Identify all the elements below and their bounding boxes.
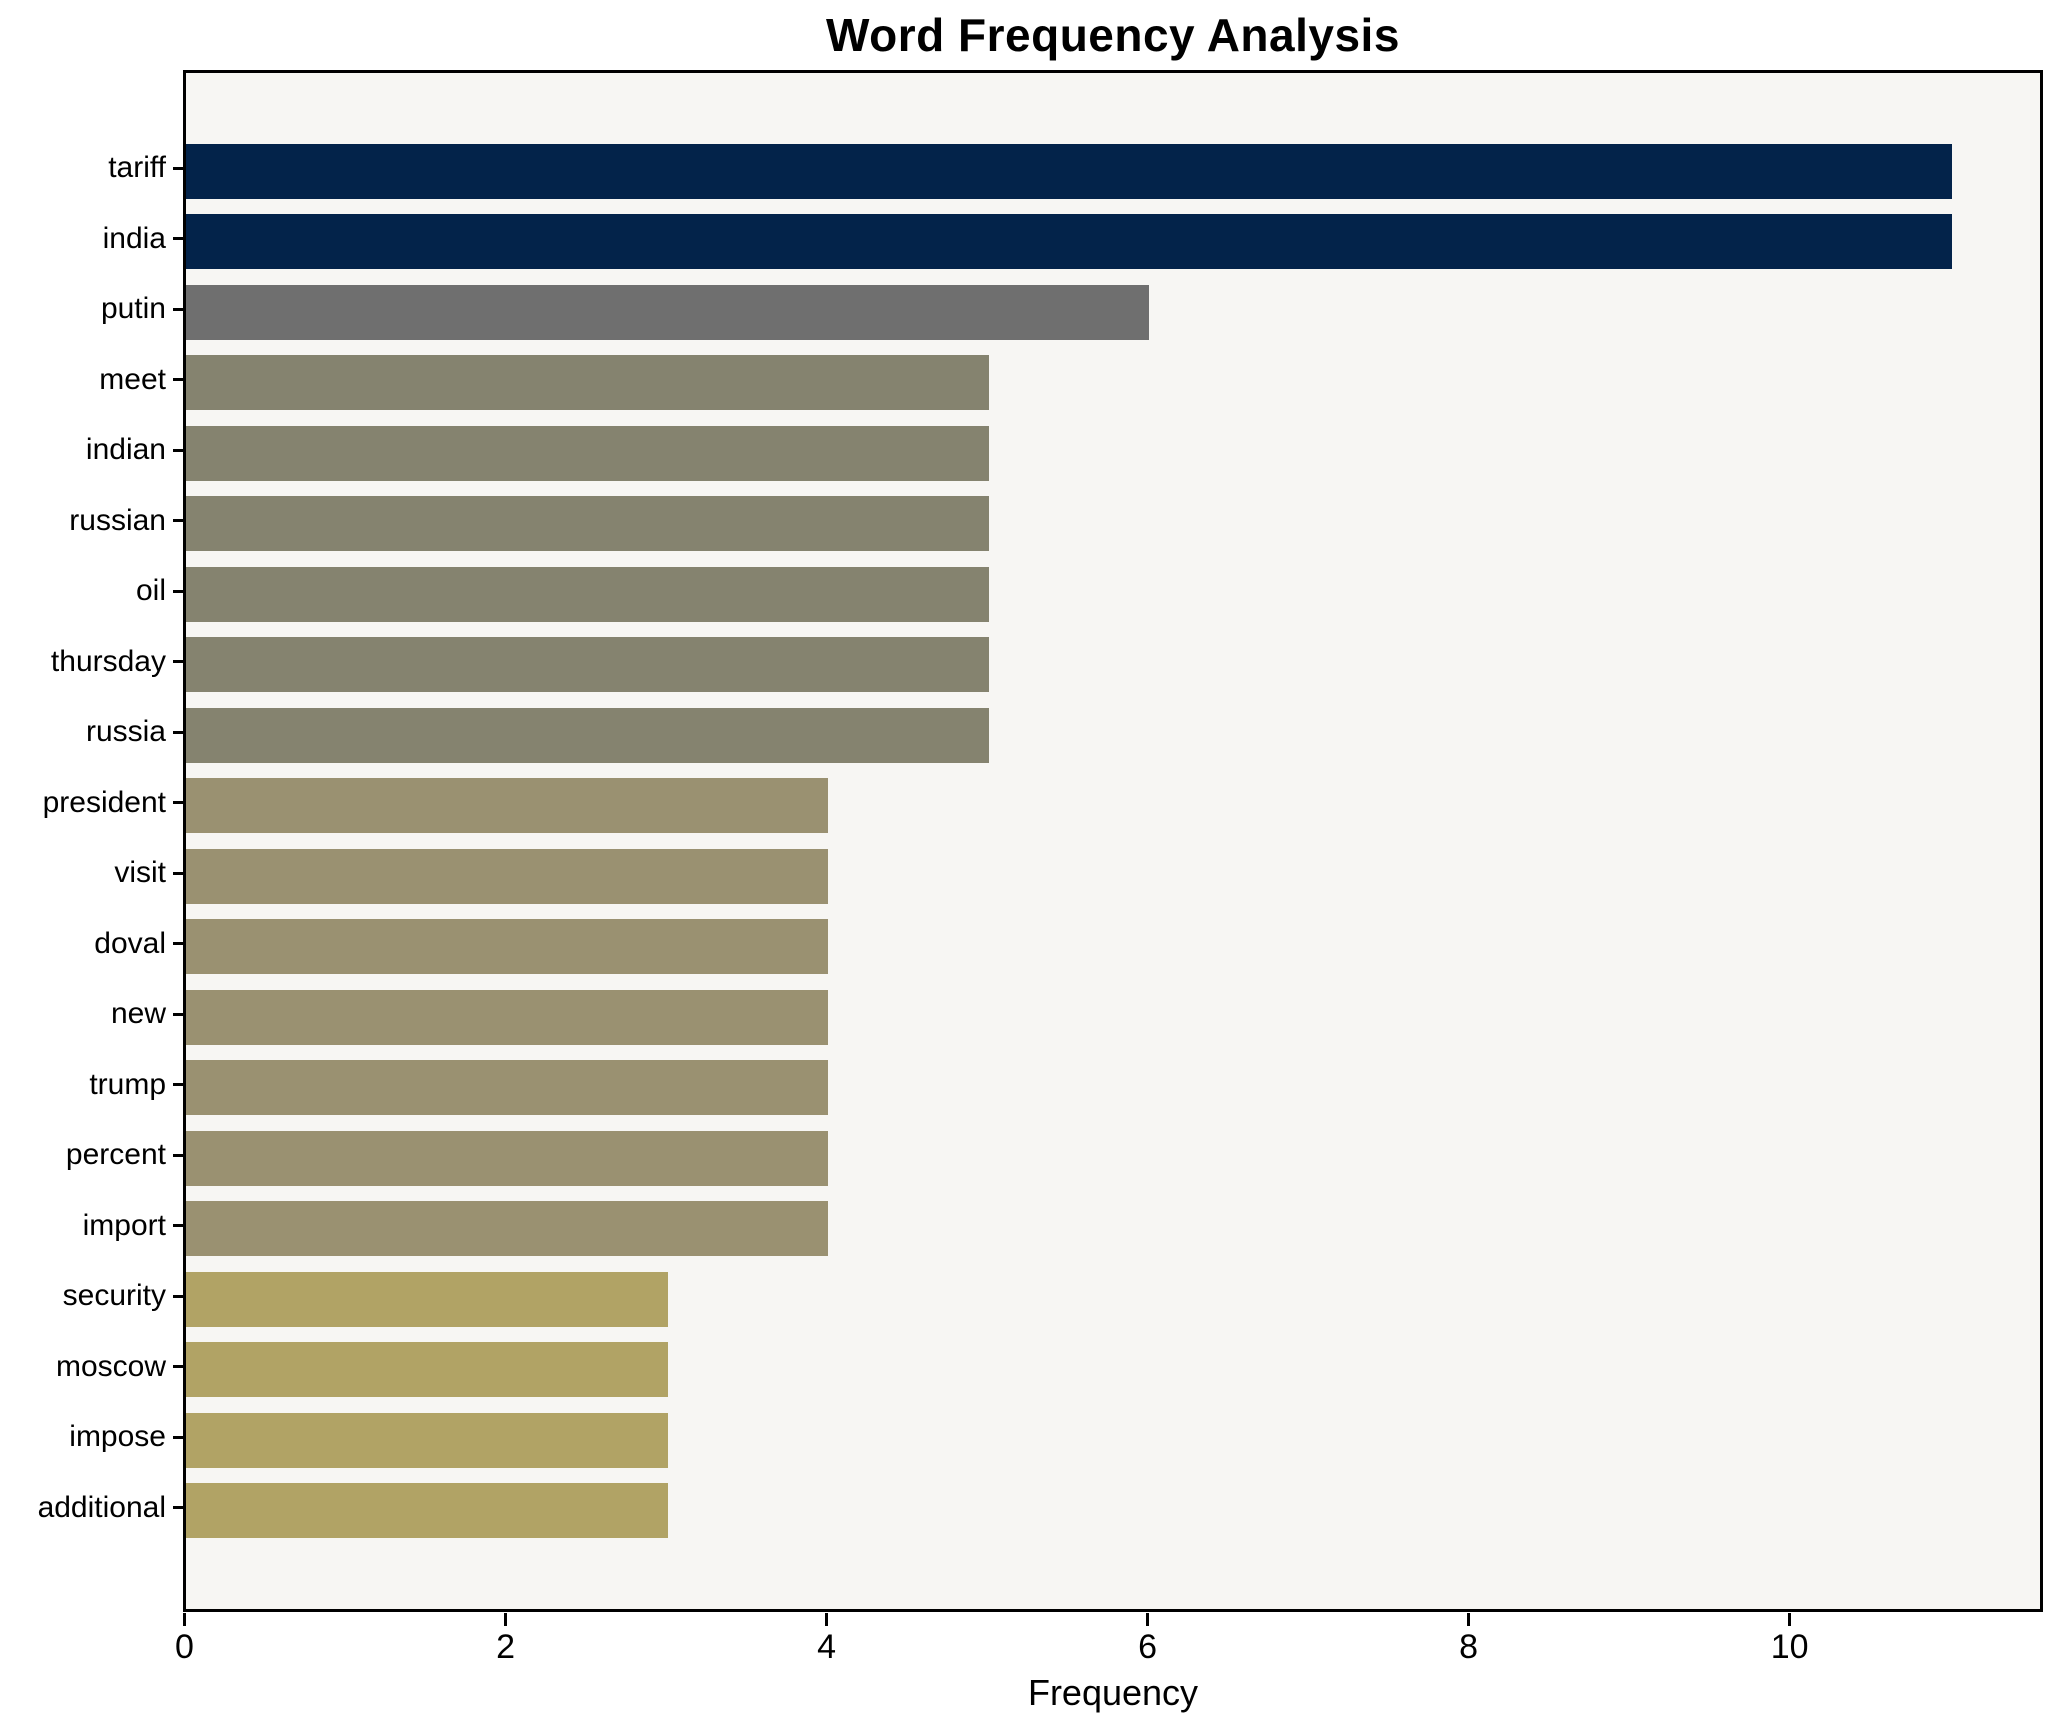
bar-row xyxy=(186,841,2040,912)
y-tick-mark xyxy=(173,519,183,523)
y-tick-mark xyxy=(173,1153,183,1157)
bar-row xyxy=(186,559,2040,630)
y-tick-mark xyxy=(173,378,183,382)
bar-row xyxy=(186,771,2040,842)
x-axis-label: Frequency xyxy=(1027,1672,1199,1713)
y-tick-mark xyxy=(173,1365,183,1369)
y-tick-label-import: import xyxy=(82,1208,166,1242)
bar-row xyxy=(186,1476,2040,1547)
bar-president xyxy=(186,778,829,834)
y-tick-label-additional: additional xyxy=(37,1490,166,1524)
bar-moscow xyxy=(186,1342,668,1398)
bar-row xyxy=(186,1405,2040,1476)
y-tick-label-moscow: moscow xyxy=(55,1349,166,1383)
x-tick-label-0: 0 xyxy=(175,1628,194,1666)
y-tick-mark xyxy=(173,1294,183,1298)
x-tick-mark xyxy=(504,1613,508,1626)
bar-trump xyxy=(186,1060,829,1116)
x-tick-label-8: 8 xyxy=(1459,1628,1479,1666)
y-tick-label-russian: russian xyxy=(69,503,166,537)
y-tick-label-president: president xyxy=(42,785,166,819)
bar-row xyxy=(186,912,2040,983)
x-tick-mark xyxy=(1146,1613,1150,1626)
x-tick-label-2: 2 xyxy=(496,1628,515,1666)
y-tick-label-trump: trump xyxy=(89,1067,166,1101)
y-tick-mark xyxy=(173,1224,183,1228)
bar-meet xyxy=(186,355,989,411)
y-tick-mark xyxy=(173,1506,183,1510)
bar-row xyxy=(186,700,2040,771)
x-tick-mark xyxy=(1788,1613,1792,1626)
y-tick-label-russia: russia xyxy=(85,715,166,749)
y-tick-label-visit: visit xyxy=(114,856,166,890)
bar-russia xyxy=(186,707,989,763)
plot-area xyxy=(183,70,2043,1612)
y-tick-label-thursday: thursday xyxy=(50,644,166,678)
y-tick-label-new: new xyxy=(110,997,166,1031)
bar-row xyxy=(186,277,2040,348)
y-tick-label-india: india xyxy=(102,221,166,255)
bar-import xyxy=(186,1201,829,1257)
bar-row xyxy=(186,1264,2040,1335)
x-tick-mark xyxy=(825,1613,829,1626)
bar-additional xyxy=(186,1483,668,1539)
bar-row xyxy=(186,1123,2040,1194)
y-tick-mark xyxy=(173,448,183,452)
y-tick-mark xyxy=(173,166,183,170)
bar-row xyxy=(186,136,2040,207)
x-tick-mark xyxy=(1467,1613,1471,1626)
bar-visit xyxy=(186,848,829,904)
bar-row xyxy=(186,207,2040,278)
bar-row xyxy=(186,982,2040,1053)
bar-row xyxy=(186,1053,2040,1124)
chart-title: Word Frequency Analysis xyxy=(826,9,1400,61)
y-tick-mark xyxy=(173,942,183,946)
bar-russian xyxy=(186,496,989,552)
y-tick-mark xyxy=(173,871,183,875)
y-tick-label-percent: percent xyxy=(65,1138,166,1172)
bar-indian xyxy=(186,425,989,481)
bar-row xyxy=(186,418,2040,489)
y-tick-mark xyxy=(173,801,183,805)
y-tick-label-impose: impose xyxy=(69,1420,166,1454)
bar-security xyxy=(186,1271,668,1327)
x-tick-label-6: 6 xyxy=(1138,1628,1158,1666)
y-tick-mark xyxy=(173,1012,183,1016)
y-tick-label-security: security xyxy=(62,1279,166,1313)
bar-doval xyxy=(186,919,829,975)
bar-row xyxy=(186,1194,2040,1265)
bar-oil xyxy=(186,566,989,622)
bar-row xyxy=(186,630,2040,701)
y-tick-label-putin: putin xyxy=(100,292,166,326)
bar-thursday xyxy=(186,637,989,693)
bar-putin xyxy=(186,284,1150,340)
bar-row xyxy=(186,489,2040,560)
bar-tariff xyxy=(186,143,1952,199)
y-tick-mark xyxy=(173,1083,183,1087)
bar-row xyxy=(186,1335,2040,1406)
bar-india xyxy=(186,214,1952,270)
y-tick-mark xyxy=(173,307,183,311)
y-tick-label-indian: indian xyxy=(85,433,166,467)
y-tick-mark xyxy=(173,589,183,593)
bar-impose xyxy=(186,1412,668,1468)
y-tick-mark xyxy=(173,1435,183,1439)
y-tick-label-oil: oil xyxy=(135,574,166,608)
bar-row xyxy=(186,348,2040,419)
x-tick-mark xyxy=(183,1613,186,1626)
bar-percent xyxy=(186,1130,829,1186)
x-tick-label-10: 10 xyxy=(1770,1628,1809,1666)
bar-new xyxy=(186,989,829,1045)
y-tick-mark xyxy=(173,660,183,664)
y-tick-mark xyxy=(173,730,183,734)
y-tick-label-doval: doval xyxy=(94,926,166,960)
y-tick-label-tariff: tariff xyxy=(108,151,166,185)
y-tick-label-meet: meet xyxy=(99,362,166,396)
x-tick-label-4: 4 xyxy=(817,1628,837,1666)
y-tick-mark xyxy=(173,237,183,241)
